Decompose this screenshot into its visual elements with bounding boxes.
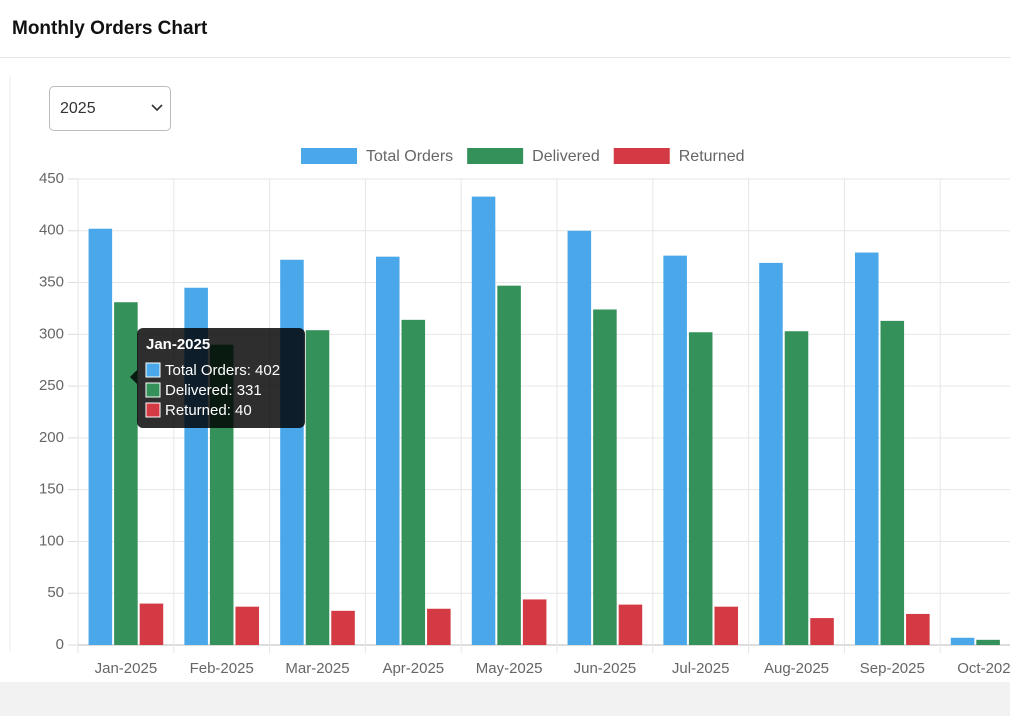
header: Monthly Orders Chart [0, 0, 1010, 58]
x-tick-label: May-2025 [476, 660, 543, 677]
legend-label: Total Orders [366, 148, 453, 165]
y-tick-label: 100 [39, 532, 64, 549]
x-tick-label: Apr-2025 [382, 660, 444, 677]
legend-item: Total Orders [301, 148, 453, 165]
bar [471, 196, 496, 646]
y-tick-label: 350 [39, 274, 64, 291]
y-tick-label: 300 [39, 325, 64, 342]
tooltip-caret [130, 370, 137, 384]
bar [427, 608, 451, 645]
chevron [151, 104, 163, 112]
bar [88, 228, 113, 645]
x-tick-label: Jul-2025 [672, 660, 730, 677]
bar [114, 302, 138, 645]
legend-swatch [301, 148, 357, 164]
x-tick-label: Jun-2025 [574, 660, 637, 677]
legend-swatch [613, 148, 670, 164]
legend-item: Returned [613, 148, 745, 165]
tooltip-swatch [145, 362, 161, 378]
bar [567, 230, 592, 645]
tooltip-line: Total Orders: 402 [165, 362, 280, 379]
bar [663, 255, 687, 645]
legend-item: Delivered [467, 148, 600, 165]
legend-label: Delivered [532, 148, 600, 165]
bar [950, 637, 975, 645]
footer-band [0, 682, 1010, 716]
bar [688, 332, 713, 645]
bar [305, 330, 330, 645]
bar [139, 603, 164, 645]
bar [331, 610, 355, 645]
tooltip-title: Jan-2025 [146, 336, 210, 353]
y-tick-label: 0 [56, 636, 64, 653]
bar [759, 262, 783, 645]
tooltip-line: Delivered: 331 [165, 382, 262, 399]
bar [618, 604, 643, 645]
x-tick-label: Feb-2025 [190, 660, 254, 677]
bar [280, 259, 304, 645]
y-tick-label: 200 [39, 429, 64, 446]
bar [906, 613, 930, 645]
legend-swatch [467, 148, 524, 164]
tooltip-box [137, 328, 305, 428]
chart: 0 50 100 150 200 250 300 350 400 450 Jan-2025 Feb-2… [9, 75, 1010, 677]
bar [880, 320, 905, 645]
bar [784, 331, 809, 645]
bar [375, 256, 400, 645]
tooltip-swatch [145, 382, 161, 398]
y-tick-label: 450 [39, 170, 64, 187]
x-tick-label: Sep-2025 [860, 660, 925, 677]
tooltip-line: Returned: 40 [165, 402, 252, 419]
x-tick-label: Oct-2025 [957, 660, 1010, 677]
y-tick-label: 400 [39, 222, 64, 239]
year-select[interactable]: 2025 [49, 86, 171, 131]
y-tick-label: 250 [39, 377, 64, 394]
x-tick-label: Jan-2025 [95, 660, 158, 677]
bar [235, 606, 260, 645]
bar [976, 639, 1000, 645]
y-tick-label: 150 [39, 481, 64, 498]
bar [497, 285, 521, 645]
x-tick-label: Aug-2025 [764, 660, 829, 677]
x-tick-label: Mar-2025 [285, 660, 349, 677]
tooltip-swatch [145, 402, 161, 418]
y-tick-label: 50 [47, 584, 64, 601]
legend-label: Returned [679, 148, 745, 165]
bar [810, 618, 834, 645]
bar [854, 252, 879, 645]
bar [522, 599, 547, 645]
bar [714, 606, 739, 645]
tooltip: Jan-2025 Total Orders: 402 Delivered: 331 R… [130, 328, 305, 428]
year-select-value: 2025 [60, 100, 96, 117]
page-title: Monthly Orders Chart [12, 18, 208, 39]
bar [401, 319, 426, 645]
bar [593, 309, 617, 645]
